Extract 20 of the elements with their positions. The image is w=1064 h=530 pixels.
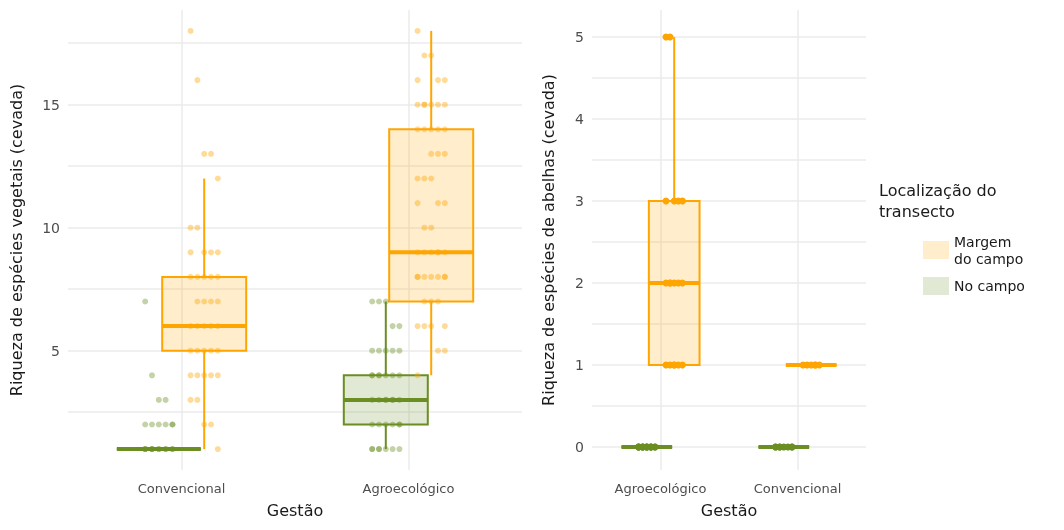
y-tick-label: 4 — [575, 111, 585, 128]
y-tick-label: 3 — [575, 193, 584, 210]
legend-label: No campo — [954, 278, 1025, 294]
y-tick-label: 5 — [575, 29, 584, 46]
y-axis-title: Riqueza de espécies de abelhas (cevada) — [538, 74, 558, 406]
x-tick-label: Agroecológico — [362, 481, 455, 496]
x-tick-label: Convencional — [753, 481, 842, 496]
x-axis-title: Gestão — [700, 500, 758, 520]
x-tick-label: Agroecológico — [614, 481, 707, 496]
y-tick-label: 2 — [575, 275, 584, 292]
y-tick-label: 10 — [42, 219, 60, 236]
legend-title: Localização do transecto — [879, 181, 1002, 221]
x-tick-label: Convencional — [137, 481, 226, 496]
y-tick-label: 0 — [575, 439, 584, 456]
y-tick-label: 5 — [51, 342, 60, 359]
y-axis-title: Riqueza de espécies vegetais (cevada) — [6, 83, 26, 397]
y-tick-label: 15 — [42, 96, 60, 113]
y-tick-label: 1 — [575, 357, 584, 374]
legend-label: Margem do campo — [954, 233, 1024, 267]
x-axis-title: Gestão — [266, 500, 324, 520]
